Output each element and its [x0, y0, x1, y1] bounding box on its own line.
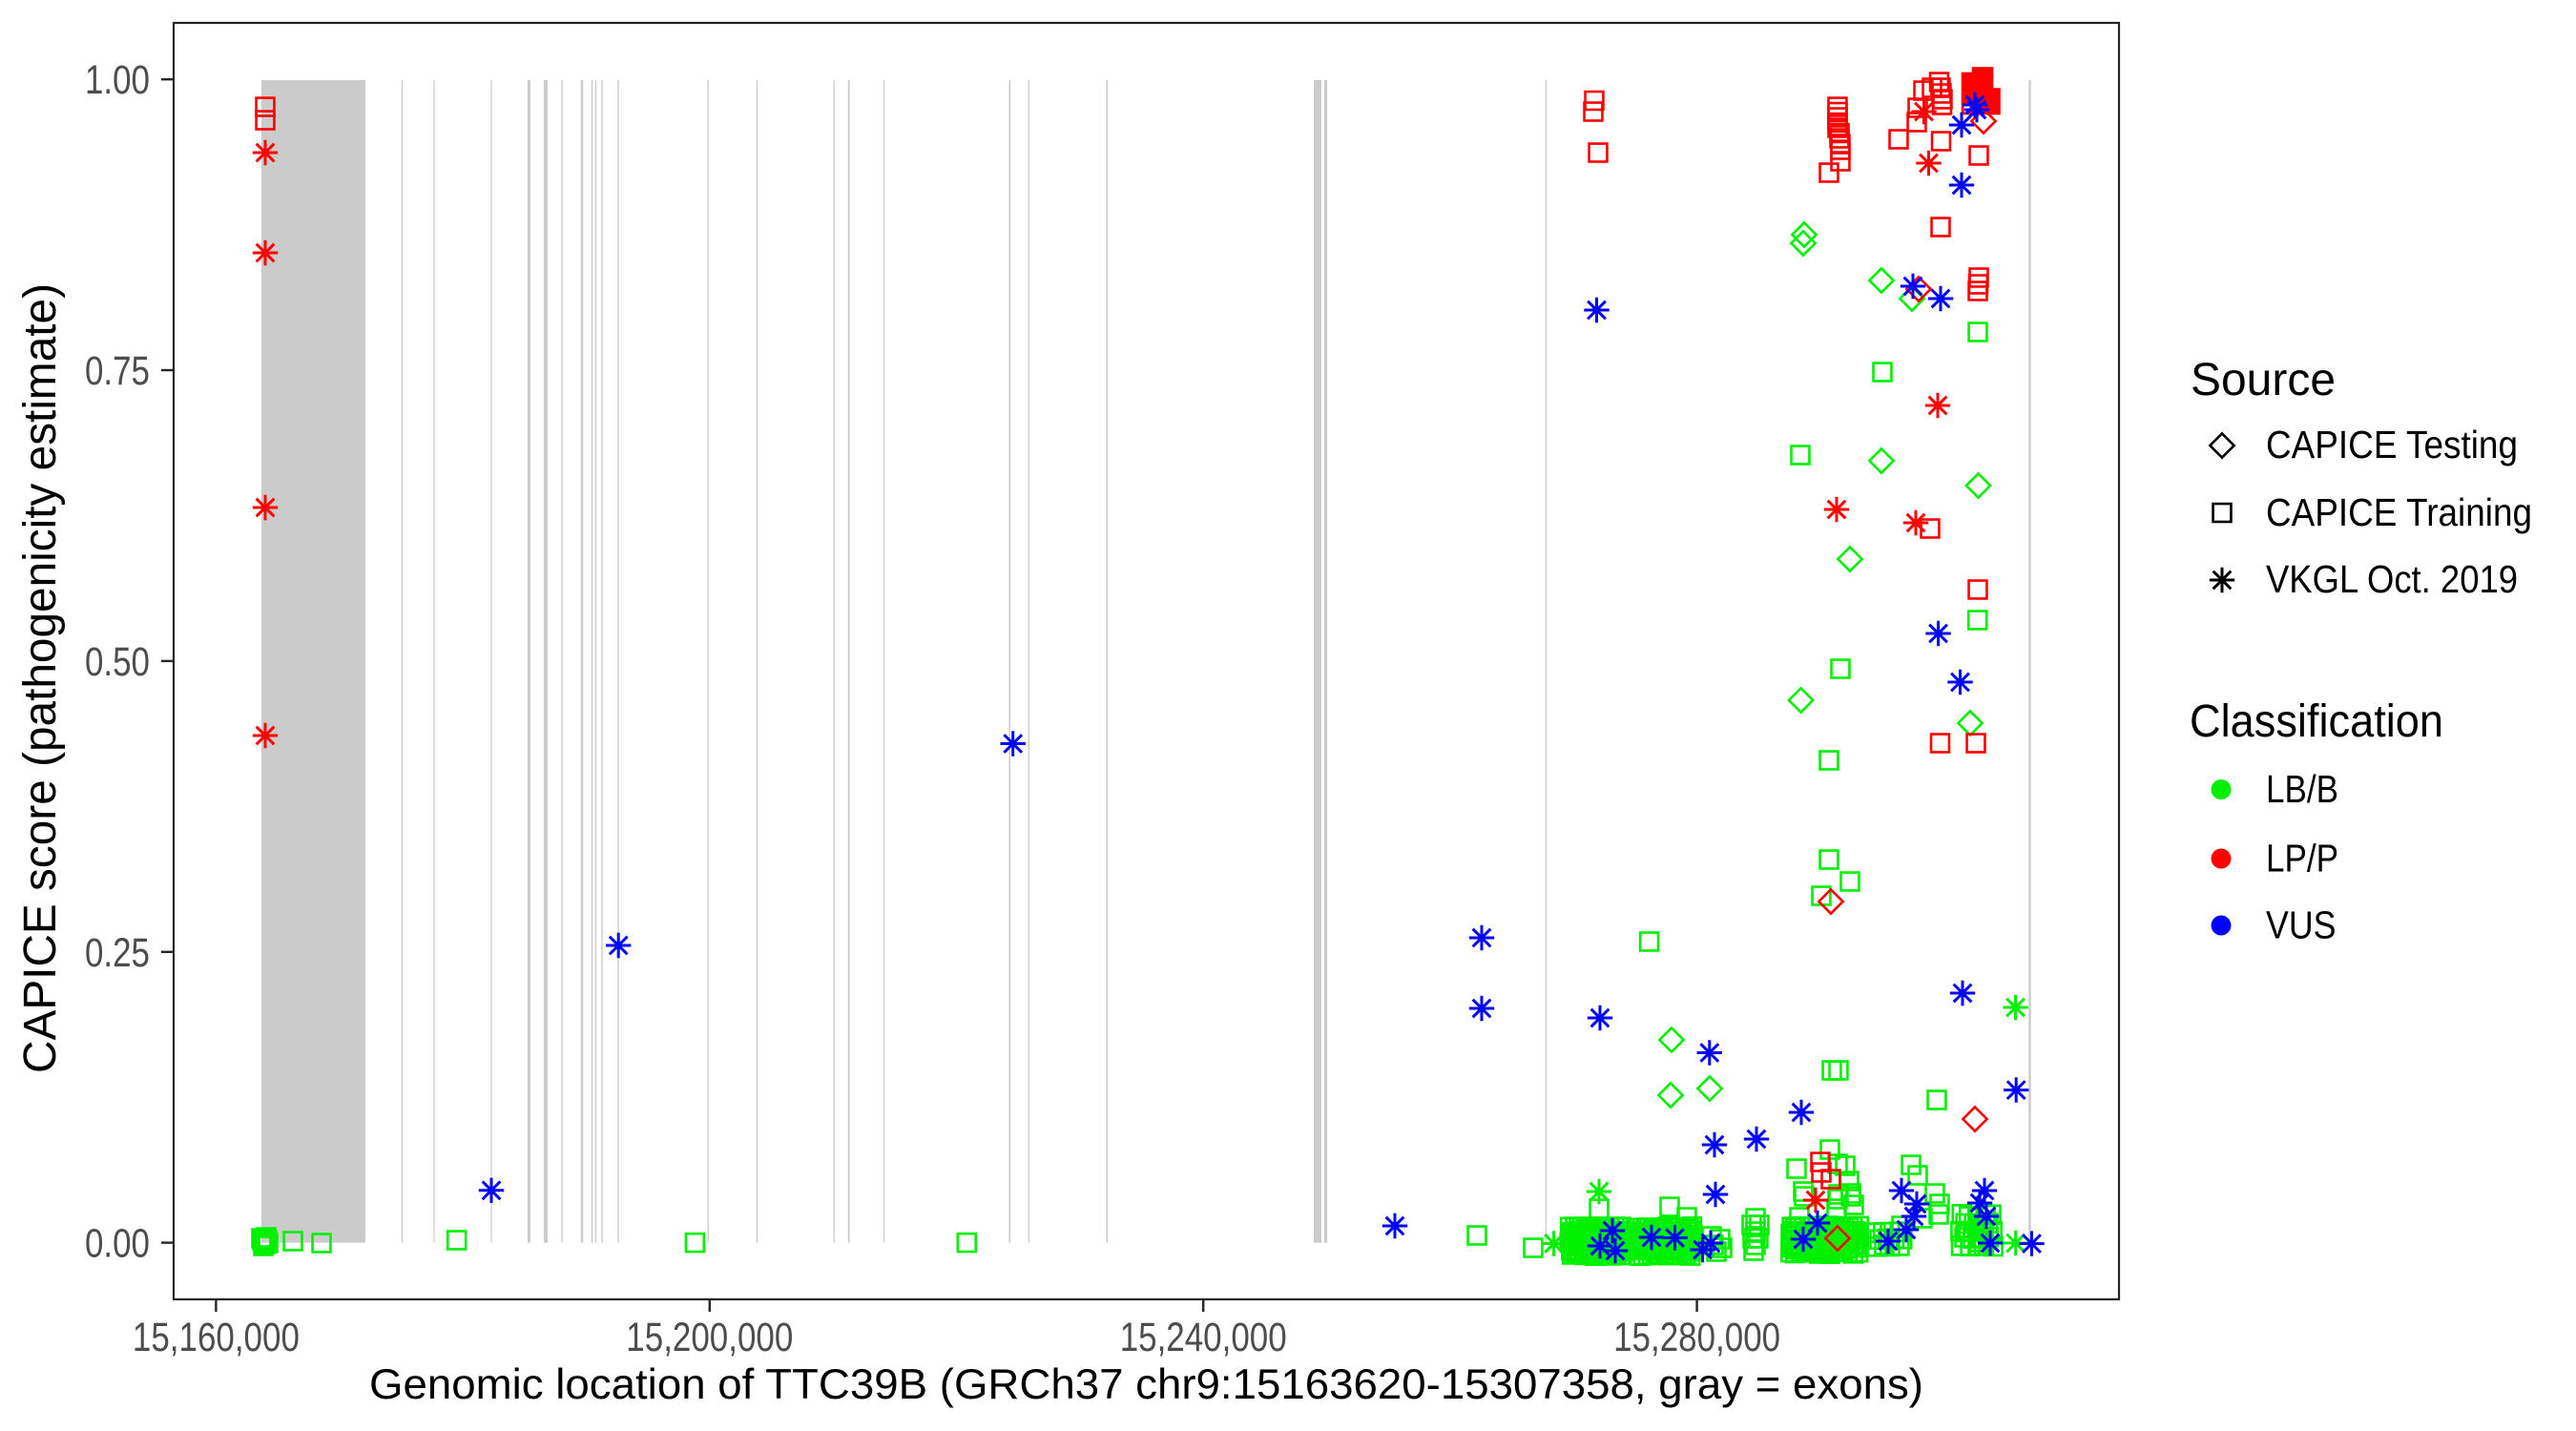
svg-text:15,160,000: 15,160,000 — [133, 1315, 300, 1360]
svg-text:Source: Source — [2191, 355, 2336, 405]
svg-text:1.00: 1.00 — [85, 57, 150, 103]
svg-text:LB/B: LB/B — [2266, 767, 2338, 811]
svg-text:VKGL Oct. 2019: VKGL Oct. 2019 — [2266, 557, 2518, 601]
svg-text:Classification: Classification — [2190, 696, 2443, 747]
svg-text:15,240,000: 15,240,000 — [1120, 1315, 1287, 1360]
svg-text:0.75: 0.75 — [85, 348, 150, 394]
svg-text:0.25: 0.25 — [85, 930, 150, 976]
svg-text:15,280,000: 15,280,000 — [1613, 1315, 1780, 1360]
svg-text:CAPICE Testing: CAPICE Testing — [2266, 423, 2518, 467]
svg-text:CAPICE Training: CAPICE Training — [2266, 490, 2532, 534]
svg-text:VUS: VUS — [2266, 903, 2337, 947]
svg-text:0.00: 0.00 — [85, 1221, 150, 1267]
svg-text:Genomic location of TTC39B (GR: Genomic location of TTC39B (GRCh37 chr9:… — [369, 1361, 1923, 1408]
svg-text:15,200,000: 15,200,000 — [626, 1315, 793, 1360]
svg-text:0.50: 0.50 — [85, 639, 150, 685]
svg-text:LP/P: LP/P — [2266, 837, 2338, 881]
svg-text:CAPICE score (pathogenicity es: CAPICE score (pathogenicity estimate) — [15, 283, 66, 1073]
